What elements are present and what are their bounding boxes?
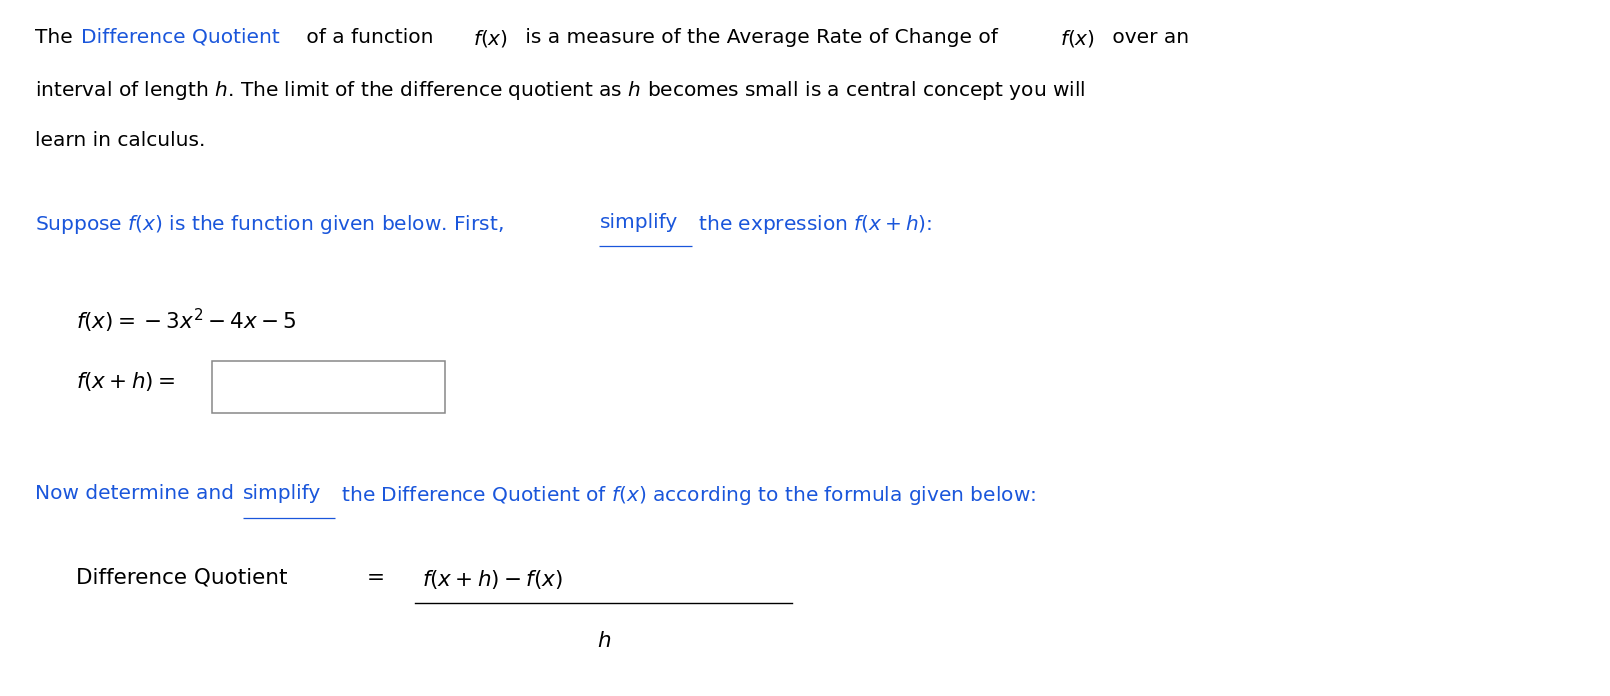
Text: =: = [367, 568, 385, 588]
Text: Suppose $f(x)$ is the function given below. First,: Suppose $f(x)$ is the function given bel… [35, 213, 506, 236]
Text: Difference Quotient: Difference Quotient [76, 568, 287, 588]
Text: learn in calculus.: learn in calculus. [35, 131, 206, 150]
Text: simplify: simplify [599, 213, 678, 232]
Text: over an: over an [1106, 28, 1190, 47]
Text: $h$: $h$ [597, 631, 610, 651]
Text: $f(x)$: $f(x)$ [473, 28, 507, 49]
Text: is a measure of the Average Rate of Change of: is a measure of the Average Rate of Chan… [518, 28, 1005, 47]
Text: $f(x) =  - 3x^2 - 4x - 5$: $f(x) = - 3x^2 - 4x - 5$ [76, 307, 296, 335]
Text: of a function: of a function [299, 28, 440, 47]
Text: $f(x + h) =$: $f(x + h) =$ [76, 370, 175, 393]
FancyBboxPatch shape [211, 361, 444, 413]
Text: $f(x)$: $f(x)$ [1059, 28, 1095, 49]
Text: Difference Quotient: Difference Quotient [82, 28, 280, 47]
Text: the Difference Quotient of $f(x)$ according to the formula given below:: the Difference Quotient of $f(x)$ accord… [335, 484, 1035, 507]
Text: the expression $f(x + h)$:: the expression $f(x + h)$: [692, 213, 932, 236]
Text: The: The [35, 28, 79, 47]
Text: $f(x + h) - f(x)$: $f(x + h) - f(x)$ [422, 568, 562, 591]
Text: simplify: simplify [243, 484, 320, 503]
Text: Now determine and: Now determine and [35, 484, 242, 503]
Text: interval of length $h$. The limit of the difference quotient as $h$ becomes smal: interval of length $h$. The limit of the… [35, 79, 1087, 102]
